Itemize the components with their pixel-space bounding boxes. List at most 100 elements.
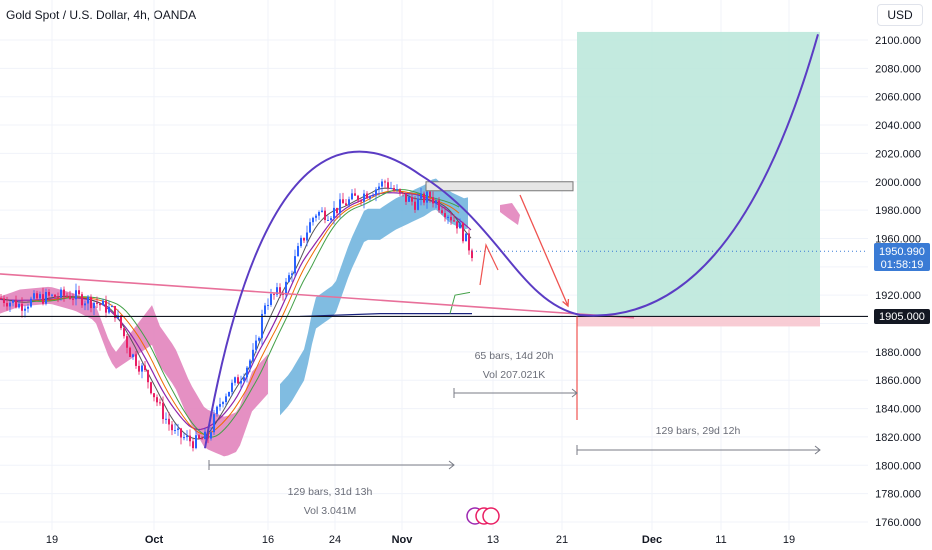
candle xyxy=(135,354,137,366)
candle xyxy=(63,289,65,296)
candle xyxy=(24,308,26,311)
candle xyxy=(279,287,281,294)
candle xyxy=(30,298,32,307)
projection-curve[interactable] xyxy=(204,34,819,449)
candle xyxy=(171,424,173,431)
y-tick-label: 1800.000 xyxy=(875,460,921,472)
y-tick-label: 1980.000 xyxy=(875,205,921,217)
indicator-line xyxy=(299,312,472,318)
drawings[interactable] xyxy=(0,34,868,470)
y-tick-label: 2100.000 xyxy=(875,35,921,47)
y-tick-label: 1820.000 xyxy=(875,432,921,444)
candle xyxy=(453,220,455,222)
candle xyxy=(93,302,95,309)
cloud-bear xyxy=(0,286,268,457)
candle xyxy=(81,294,83,306)
level-price-label: 1905.000 xyxy=(879,311,925,323)
candle xyxy=(291,273,293,276)
time-axis[interactable]: 19 Oct 16 24 Nov 13 21 Dec 11 19 xyxy=(46,534,795,546)
x-tick-label: Dec xyxy=(642,534,662,546)
candle xyxy=(321,210,323,212)
y-tick-label: 1960.000 xyxy=(875,233,921,245)
candle xyxy=(102,300,104,306)
candle xyxy=(225,396,227,403)
price-axis[interactable]: 2100.000 2080.000 2060.000 2040.000 2020.000… xyxy=(875,35,921,529)
candle xyxy=(429,191,431,198)
stop-zone[interactable] xyxy=(577,316,820,327)
candle xyxy=(201,438,203,440)
range-right-bars: 129 bars, 29d 12h xyxy=(656,425,741,437)
candle xyxy=(246,367,248,378)
candle xyxy=(282,293,284,295)
candle xyxy=(375,189,377,196)
candle xyxy=(105,300,107,313)
arrow-zigzag[interactable] xyxy=(479,242,499,286)
level-price-tag: 1905.000 xyxy=(874,309,930,324)
candle xyxy=(426,191,428,203)
candle xyxy=(327,219,329,221)
candle xyxy=(360,200,362,202)
candle xyxy=(315,215,317,218)
candle xyxy=(432,197,434,204)
candle xyxy=(378,186,380,190)
candle xyxy=(87,296,89,304)
y-tick-label: 2020.000 xyxy=(875,148,921,160)
candle xyxy=(459,223,461,229)
range-mid-bars: 65 bars, 14d 20h xyxy=(475,350,554,362)
candle xyxy=(123,328,125,337)
candle xyxy=(141,365,143,372)
candle xyxy=(384,181,386,183)
current-price-tag: 1950.990 01:58:19 xyxy=(874,243,930,271)
candle xyxy=(336,207,338,214)
measure-range-left-head xyxy=(448,460,455,470)
candle xyxy=(60,289,62,298)
candle xyxy=(153,393,155,398)
candle xyxy=(285,281,287,295)
candle xyxy=(243,377,245,381)
candle xyxy=(471,250,473,259)
y-tick-label: 1880.000 xyxy=(875,347,921,359)
candle xyxy=(270,293,272,305)
x-tick-label: 24 xyxy=(329,534,341,546)
resistance-box[interactable] xyxy=(425,181,574,192)
candle xyxy=(363,193,365,202)
candle xyxy=(417,198,419,210)
y-tick-label: 1860.000 xyxy=(875,375,921,387)
target-zone[interactable] xyxy=(577,31,820,317)
candle xyxy=(210,432,212,439)
candle xyxy=(237,377,239,384)
candle xyxy=(42,294,44,304)
candle xyxy=(300,237,302,247)
candle xyxy=(213,414,215,433)
x-tick-label: 19 xyxy=(46,534,58,546)
candle xyxy=(156,397,158,403)
arrow-down[interactable] xyxy=(519,194,569,307)
candle xyxy=(231,382,233,392)
y-tick-label: 1920.000 xyxy=(875,290,921,302)
y-tick-label: 2060.000 xyxy=(875,92,921,104)
candle xyxy=(69,296,71,299)
candle xyxy=(345,203,347,206)
candle xyxy=(390,187,392,189)
candle xyxy=(129,347,131,358)
chart-title: Gold Spot / U.S. Dollar, 4h, OANDA xyxy=(6,8,197,22)
currency-button[interactable]: USD xyxy=(877,4,923,26)
event-icons[interactable] xyxy=(466,507,500,525)
current-price-label: 1950.990 xyxy=(879,246,925,258)
candle xyxy=(447,216,449,218)
candle xyxy=(57,297,59,299)
flag-icon[interactable] xyxy=(482,507,500,525)
candle xyxy=(402,192,404,194)
x-tick-label: 19 xyxy=(783,534,795,546)
x-tick-label: 16 xyxy=(262,534,274,546)
candle xyxy=(339,199,341,214)
candle xyxy=(27,306,29,309)
candle xyxy=(159,402,161,404)
candle xyxy=(33,293,35,299)
trendline[interactable] xyxy=(0,273,635,319)
candle xyxy=(333,207,335,219)
candle xyxy=(18,303,20,308)
range-left-bars: 129 bars, 31d 13h xyxy=(288,486,373,498)
candle xyxy=(267,304,269,306)
